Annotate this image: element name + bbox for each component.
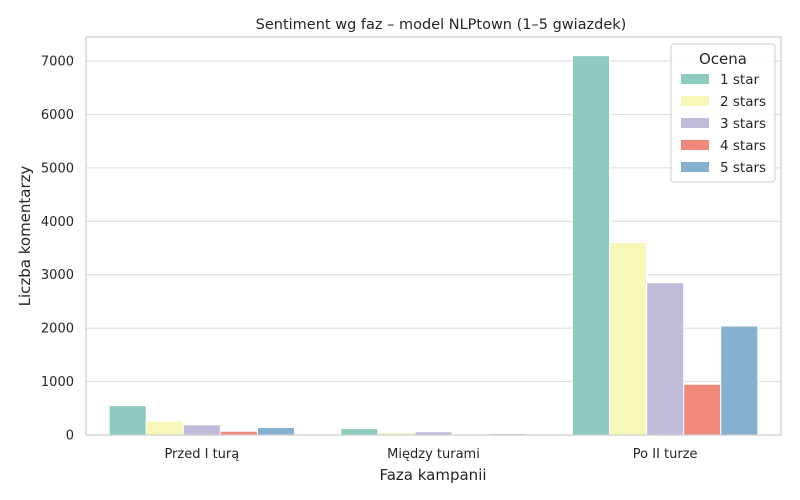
y-tick-label: 7000 [41, 55, 74, 70]
legend-label: 1 star [720, 72, 759, 88]
x-tick-label: Między turami [387, 447, 480, 462]
bars [108, 55, 759, 436]
x-axis-label: Faza kampanii [379, 466, 486, 484]
legend-swatch [681, 162, 709, 172]
bar-3-stars-2 [646, 282, 685, 436]
x-tick-label: Po II turze [633, 447, 698, 462]
legend-label: 2 stars [720, 94, 766, 110]
legend-swatch [681, 140, 709, 150]
bar-2-stars-2 [609, 242, 648, 436]
bar-5-stars-0 [256, 427, 295, 436]
bar-2-stars-0 [145, 420, 184, 436]
y-tick-label: 2000 [41, 322, 74, 337]
bar-3-stars-0 [182, 424, 221, 436]
bar-1-star-1 [340, 428, 379, 436]
gridlines [86, 60, 781, 436]
legend-label: 3 stars [720, 116, 766, 132]
x-tick-label: Przed I turą [164, 447, 239, 462]
legend-items: 1 star 2 stars 3 stars 4 stars 5 stars [681, 72, 766, 176]
legend-swatch [681, 74, 709, 84]
bar-5-stars-2 [720, 325, 759, 436]
bar-1-star-2 [572, 55, 611, 436]
x-ticks: Przed I turą Między turami Po II turze [164, 447, 697, 462]
legend-label: 4 stars [720, 138, 766, 154]
y-ticks: 0 1000 2000 3000 4000 5000 6000 7000 [41, 55, 74, 444]
legend-swatch [681, 118, 709, 128]
bar-4-stars-2 [683, 383, 722, 436]
legend: Ocena 1 star 2 stars 3 stars 4 stars 5 stars [670, 43, 776, 183]
y-tick-label: 0 [66, 429, 74, 444]
legend-title: Ocena [699, 50, 747, 68]
y-tick-label: 6000 [41, 108, 74, 123]
y-tick-label: 4000 [41, 215, 74, 230]
chart-title: Sentiment wg faz – model NLPtown (1–5 gw… [256, 17, 627, 33]
legend-label: 5 stars [720, 160, 766, 176]
legend-swatch [681, 96, 709, 106]
plot-frame [85, 36, 782, 436]
y-tick-label: 1000 [41, 375, 74, 390]
bar-1-star-0 [108, 405, 147, 436]
y-tick-label: 5000 [41, 161, 74, 176]
y-tick-label: 3000 [41, 268, 74, 283]
y-axis-label: Liczba komentarzy [16, 165, 34, 306]
